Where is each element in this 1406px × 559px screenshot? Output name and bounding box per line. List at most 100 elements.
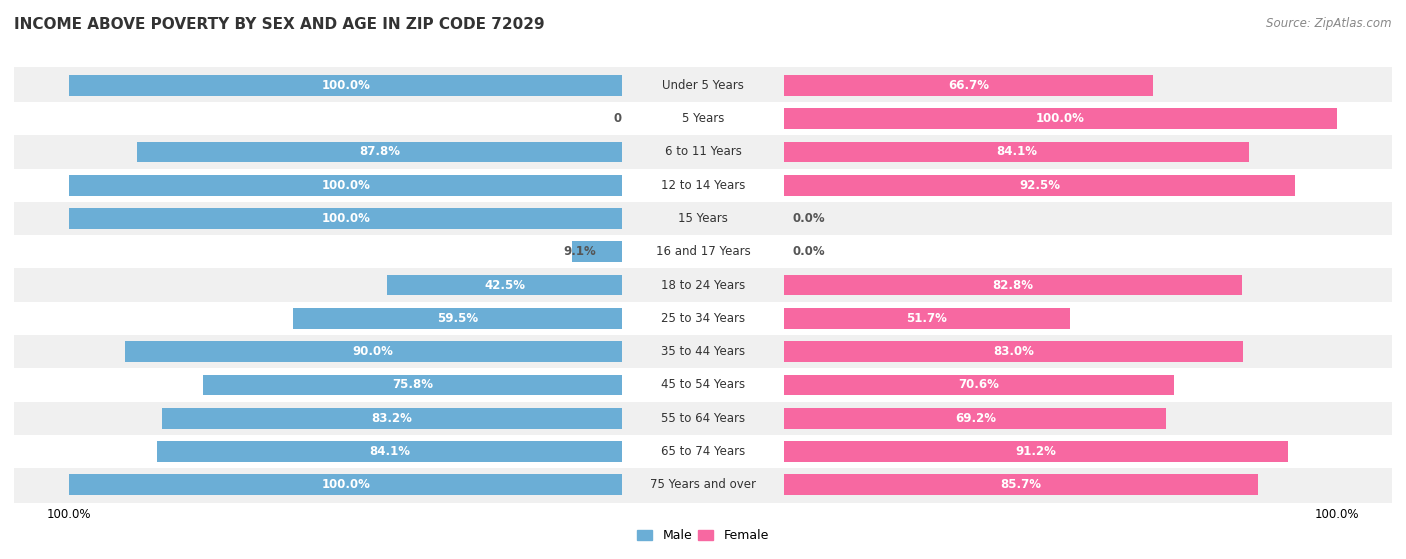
Bar: [14, 468, 621, 501]
Bar: [785, 108, 1337, 129]
Text: 16 and 17 Years: 16 and 17 Years: [655, 245, 751, 258]
Bar: [785, 102, 1392, 135]
Text: 91.2%: 91.2%: [1015, 445, 1056, 458]
Text: 100.0%: 100.0%: [321, 179, 370, 192]
Bar: [785, 335, 1392, 368]
Bar: [621, 401, 785, 435]
Bar: [14, 202, 621, 235]
Bar: [69, 75, 621, 96]
Bar: [785, 235, 1392, 268]
Text: 100.0%: 100.0%: [321, 479, 370, 491]
Text: 100.0%: 100.0%: [321, 79, 370, 92]
Text: 0.0%: 0.0%: [793, 212, 825, 225]
Text: 9.1%: 9.1%: [564, 245, 596, 258]
Text: 35 to 44 Years: 35 to 44 Years: [661, 345, 745, 358]
Bar: [785, 401, 1392, 435]
Bar: [785, 202, 1392, 235]
Text: 0.0%: 0.0%: [613, 112, 647, 125]
Text: 100.0%: 100.0%: [321, 212, 370, 225]
Bar: [785, 441, 1288, 462]
Text: 59.5%: 59.5%: [437, 312, 478, 325]
Bar: [621, 268, 785, 302]
Bar: [14, 69, 621, 102]
Text: 18 to 24 Years: 18 to 24 Years: [661, 278, 745, 292]
Bar: [785, 268, 1392, 302]
Text: 92.5%: 92.5%: [1019, 179, 1060, 192]
Text: 5 Years: 5 Years: [682, 112, 724, 125]
Bar: [14, 135, 621, 169]
Bar: [785, 141, 1249, 162]
Bar: [785, 375, 1174, 395]
Text: Source: ZipAtlas.com: Source: ZipAtlas.com: [1267, 17, 1392, 30]
Bar: [785, 69, 1392, 102]
Text: 70.6%: 70.6%: [959, 378, 1000, 391]
Bar: [621, 169, 785, 202]
Bar: [69, 175, 621, 196]
Text: 83.0%: 83.0%: [993, 345, 1033, 358]
Bar: [621, 335, 785, 368]
Text: 12 to 14 Years: 12 to 14 Years: [661, 179, 745, 192]
Text: 75 Years and over: 75 Years and over: [650, 479, 756, 491]
Text: 51.7%: 51.7%: [907, 312, 948, 325]
Legend: Male, Female: Male, Female: [633, 524, 773, 547]
Bar: [785, 408, 1167, 429]
Text: 65 to 74 Years: 65 to 74 Years: [661, 445, 745, 458]
Bar: [785, 435, 1392, 468]
Bar: [785, 135, 1392, 169]
Bar: [785, 468, 1392, 501]
Bar: [69, 475, 621, 495]
Bar: [125, 342, 621, 362]
Text: INCOME ABOVE POVERTY BY SEX AND AGE IN ZIP CODE 72029: INCOME ABOVE POVERTY BY SEX AND AGE IN Z…: [14, 17, 544, 32]
Text: 84.1%: 84.1%: [995, 145, 1038, 158]
Bar: [14, 335, 621, 368]
Bar: [621, 235, 785, 268]
Bar: [785, 475, 1257, 495]
Text: 90.0%: 90.0%: [353, 345, 394, 358]
Bar: [14, 368, 621, 401]
Bar: [621, 302, 785, 335]
Bar: [621, 468, 785, 501]
Bar: [621, 102, 785, 135]
Bar: [14, 302, 621, 335]
Text: 0.0%: 0.0%: [793, 245, 825, 258]
Bar: [621, 135, 785, 169]
Bar: [14, 235, 621, 268]
Bar: [14, 401, 621, 435]
Bar: [162, 408, 621, 429]
Bar: [785, 368, 1392, 401]
Text: 87.8%: 87.8%: [359, 145, 399, 158]
Bar: [157, 441, 621, 462]
Text: 66.7%: 66.7%: [948, 79, 988, 92]
Text: 15 Years: 15 Years: [678, 212, 728, 225]
Text: 42.5%: 42.5%: [484, 278, 524, 292]
Text: 75.8%: 75.8%: [392, 378, 433, 391]
Text: 55 to 64 Years: 55 to 64 Years: [661, 412, 745, 425]
Bar: [572, 241, 621, 262]
Bar: [136, 141, 621, 162]
Bar: [14, 169, 621, 202]
Bar: [621, 368, 785, 401]
Bar: [785, 302, 1392, 335]
Text: 6 to 11 Years: 6 to 11 Years: [665, 145, 741, 158]
Bar: [621, 435, 785, 468]
Bar: [14, 268, 621, 302]
Bar: [14, 102, 621, 135]
Bar: [785, 275, 1241, 295]
Text: 69.2%: 69.2%: [955, 412, 995, 425]
Text: 25 to 34 Years: 25 to 34 Years: [661, 312, 745, 325]
Bar: [14, 435, 621, 468]
Text: 85.7%: 85.7%: [1000, 479, 1042, 491]
Bar: [621, 69, 785, 102]
Bar: [785, 308, 1070, 329]
Text: 100.0%: 100.0%: [1036, 112, 1085, 125]
Bar: [785, 75, 1153, 96]
Bar: [621, 202, 785, 235]
Bar: [69, 208, 621, 229]
Bar: [202, 375, 621, 395]
Text: 83.2%: 83.2%: [371, 412, 412, 425]
Text: Under 5 Years: Under 5 Years: [662, 79, 744, 92]
Text: 45 to 54 Years: 45 to 54 Years: [661, 378, 745, 391]
Bar: [292, 308, 621, 329]
Text: 82.8%: 82.8%: [993, 278, 1033, 292]
Bar: [387, 275, 621, 295]
